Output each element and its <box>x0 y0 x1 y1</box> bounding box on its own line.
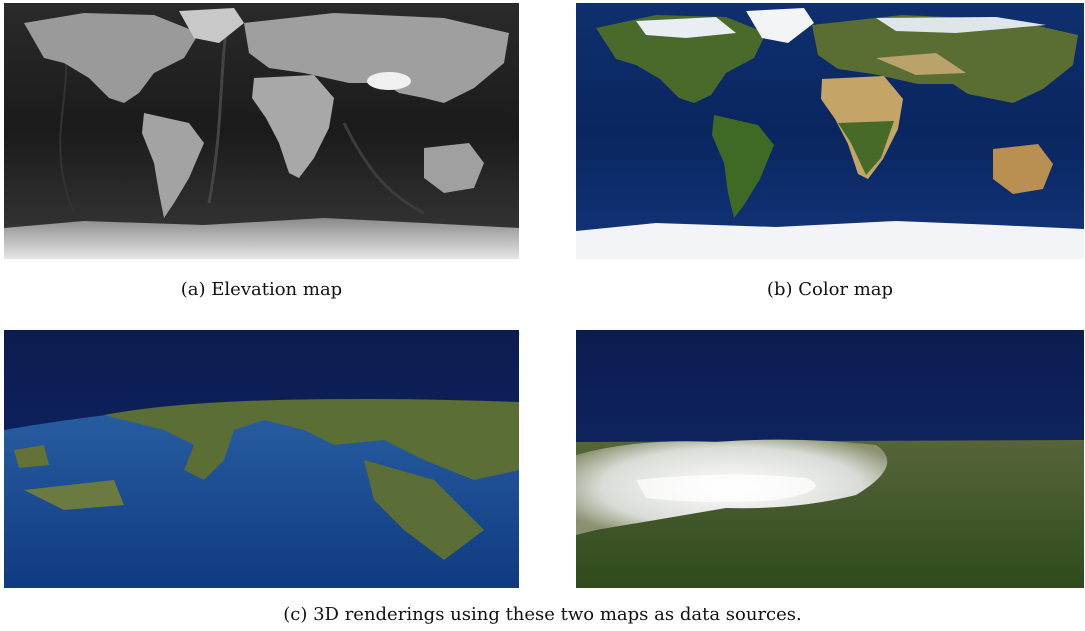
rendering-mountains-image <box>576 330 1084 588</box>
elevation-map-image <box>4 3 519 259</box>
color-map-image <box>576 3 1084 259</box>
caption-3d-renderings: (c) 3D renderings using these two maps a… <box>283 604 802 625</box>
caption-color-map: (b) Color map <box>766 279 894 300</box>
rendering-italy-image <box>4 330 519 588</box>
caption-elevation-map: (a) Elevation map <box>180 279 343 300</box>
